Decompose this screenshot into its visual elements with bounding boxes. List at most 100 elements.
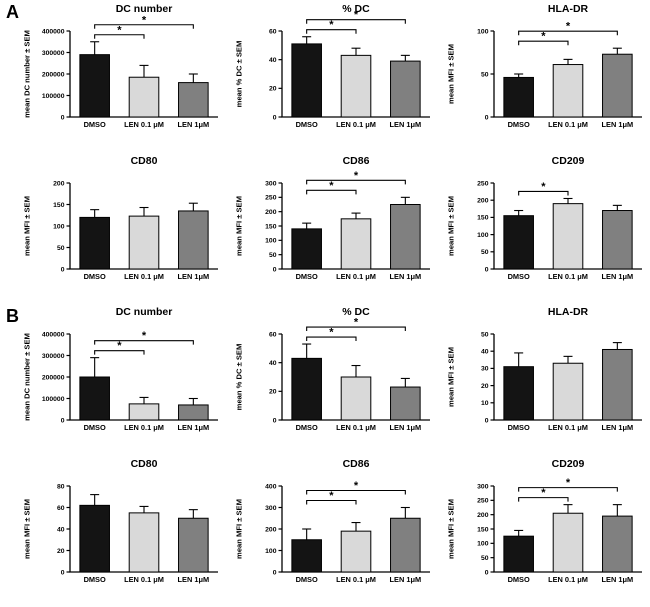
y-tick-label: 300: [265, 180, 277, 187]
y-axis-label: mean MFI ± SEM: [234, 499, 243, 559]
chart-title: CD80: [130, 155, 157, 167]
bar-chart-svg: % DC mean % DC ± SEM 0 20 40 60 DMSO LEN 0.1 μM…: [234, 306, 430, 432]
significance-star: *: [353, 9, 358, 21]
y-tick-label: 60: [268, 332, 276, 339]
bar: [290, 358, 322, 421]
x-tick-label: LEN 0.1 μM: [548, 272, 588, 281]
bar: [78, 54, 110, 118]
y-tick-label: 300000: [41, 353, 64, 360]
significance-star: *: [329, 490, 334, 502]
y-tick-label: 40: [268, 360, 276, 367]
bar-chart-svg: CD86 mean MFI ± SEM 0 100 200 300 400 DMSO LEN 0…: [234, 458, 430, 584]
significance-star: *: [565, 21, 570, 33]
chart-b-dc-number: DC number mean DC number ± SEM 0 100000 2000…: [14, 304, 226, 456]
chart-title: DC number: [115, 306, 172, 318]
x-tick-label: DMSO: [507, 575, 529, 584]
significance-star: *: [541, 31, 546, 43]
chart-title: % DC: [342, 306, 370, 318]
chart-title: DC number: [115, 3, 172, 15]
bar-chart-svg: CD209 mean MFI ± SEM 0 50 100 150 200 250 DMSO LE…: [446, 155, 642, 281]
significance-bracket: [517, 487, 618, 492]
y-tick-label: 250: [477, 498, 489, 505]
y-tick-label: 80: [56, 483, 64, 490]
y-axis-label: mean MFI ± SEM: [446, 44, 455, 104]
bar: [601, 349, 633, 421]
significance-star: *: [353, 480, 358, 492]
x-tick-label: DMSO: [295, 120, 317, 129]
x-tick-label: LEN 1μM: [389, 272, 421, 281]
bar: [128, 403, 159, 421]
y-tick-label: 40: [268, 57, 276, 64]
y-tick-label: 0: [60, 114, 64, 121]
chart-title: CD209: [551, 458, 584, 470]
bar: [340, 530, 371, 573]
bar: [552, 363, 583, 421]
y-axis-label: mean MFI ± SEM: [446, 196, 455, 256]
chart-title: % DC: [342, 3, 370, 15]
bar: [128, 76, 159, 118]
bar: [552, 63, 583, 118]
x-tick-label: LEN 1μM: [389, 423, 421, 432]
y-tick-label: 0: [272, 266, 276, 273]
y-tick-label: 200: [265, 526, 277, 533]
x-tick-label: LEN 0.1 μM: [548, 575, 588, 584]
significance-bracket: [517, 497, 569, 502]
bar: [502, 76, 534, 118]
y-tick-label: 250: [477, 180, 489, 187]
y-tick-label: 60: [56, 505, 64, 512]
y-tick-label: 150: [265, 223, 277, 230]
y-tick-label: 50: [480, 555, 488, 562]
y-tick-label: 250: [265, 194, 277, 201]
y-axis-label: mean MFI ± SEM: [234, 196, 243, 256]
bar-chart-svg: DC number mean DC number ± SEM 0 100000 2000…: [22, 3, 218, 129]
significance-bracket: [93, 24, 194, 29]
chart-a-cd209: CD209 mean MFI ± SEM 0 50 100 150 200 250 DMSO LE…: [438, 152, 650, 304]
significance-bracket: [305, 189, 357, 194]
x-tick-label: DMSO: [295, 423, 317, 432]
chart-title: CD86: [342, 458, 369, 470]
significance-bracket: [305, 179, 406, 184]
bar-chart-svg: HLA-DR mean MFI ± SEM 0 10 20 30 40 50 DMSO LEN 0…: [446, 306, 642, 432]
y-tick-label: 50: [480, 71, 488, 78]
chart-a-dc-number: DC number mean DC number ± SEM 0 100000 2000…: [14, 0, 226, 152]
bar: [290, 43, 322, 118]
y-tick-label: 200: [477, 197, 489, 204]
significance-bracket: [517, 30, 618, 36]
bar: [601, 209, 633, 270]
bar: [78, 216, 110, 270]
y-tick-label: 20: [268, 389, 276, 396]
y-axis-label: mean MFI ± SEM: [446, 499, 455, 559]
x-tick-label: LEN 0.1 μM: [336, 575, 376, 584]
y-tick-label: 60: [268, 28, 276, 35]
bar: [601, 53, 633, 118]
y-axis-label: mean MFI ± SEM: [446, 347, 455, 407]
x-tick-label: DMSO: [83, 575, 105, 584]
significance-bracket: [517, 40, 569, 46]
chart-b-dc: % DC mean % DC ± SEM 0 20 40 60 DMSO LEN 0.1 μM…: [226, 304, 438, 456]
x-tick-label: LEN 1μM: [601, 272, 633, 281]
x-tick-label: LEN 0.1 μM: [548, 423, 588, 432]
chart-title: CD80: [130, 458, 157, 470]
significance-star: *: [141, 14, 146, 26]
bar: [177, 81, 209, 118]
x-tick-label: LEN 1μM: [177, 272, 209, 281]
significance-star: *: [117, 341, 122, 353]
bar-chart-svg: CD80 mean MFI ± SEM 0 20 40 60 80 DMSO LEN 0.1 μ…: [22, 458, 218, 584]
chart-title: HLA-DR: [547, 306, 588, 318]
y-tick-label: 300: [265, 505, 277, 512]
y-axis-label: mean MFI ± SEM: [22, 196, 31, 256]
bar: [502, 366, 534, 421]
y-tick-label: 100: [265, 237, 277, 244]
bar-chart-svg: CD86 mean MFI ± SEM 0 50 100 150 200 250 300 DMSO…: [234, 155, 430, 281]
y-tick-label: 40: [480, 349, 488, 356]
y-tick-label: 0: [60, 569, 64, 576]
panel-label-a: A: [6, 2, 19, 22]
charts-grid: DC number mean DC number ± SEM 0 100000 2000…: [14, 0, 650, 607]
bar: [502, 535, 534, 573]
bar-chart-svg: % DC mean % DC ± SEM 0 20 40 60 DMSO LEN 0.1 μM…: [234, 3, 430, 129]
significance-star: *: [541, 487, 546, 499]
significance-bracket: [517, 190, 569, 196]
y-tick-label: 100000: [41, 396, 64, 403]
y-tick-label: 100: [53, 223, 65, 230]
chart-b-cd80: CD80 mean MFI ± SEM 0 20 40 60 80 DMSO LEN 0.1 μ…: [14, 455, 226, 607]
